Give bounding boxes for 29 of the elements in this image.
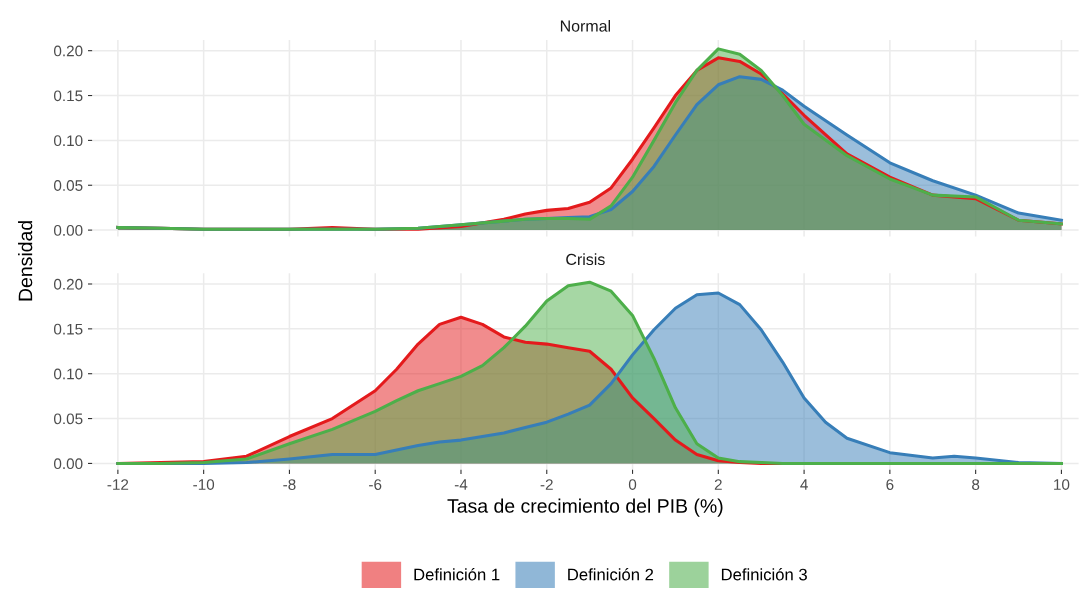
x-tick-label: -2 [540,479,553,490]
y-tick-label: 0.20 [53,278,83,290]
x-axis-title: Tasa de crecimiento del PIB (%) [447,498,723,517]
chart-title: Crisis [566,253,605,266]
x-tick-label: 8 [972,479,980,490]
y-tick-label: 0.15 [53,323,83,335]
x-tick-label: -12 [107,479,129,490]
x-tick-label: 4 [800,479,808,490]
y-tick-label: 0.00 [53,458,83,470]
x-tick-label: -10 [193,479,215,490]
x-tick-label: 10 [1054,479,1070,490]
legend-label: Definición 1 [414,568,500,581]
y-tick-label: 0.20 [53,45,83,57]
y-axis-title: Densidad [18,221,33,301]
y-tick-label: 0.05 [53,180,83,191]
x-tick-label: 0 [628,479,637,490]
x-tick-label: 6 [886,479,894,490]
x-tick-label: -6 [369,479,382,490]
y-tick-label: 0.10 [53,368,83,380]
legend-label: Definición 2 [568,568,654,581]
y-tick-label: 0.05 [53,413,83,425]
x-tick-label: -8 [283,479,296,490]
y-tick-label: 0.15 [53,90,83,102]
x-tick-label: 2 [714,479,722,490]
y-tick-label: 0.00 [53,224,83,236]
chart-title: Normal [560,20,611,32]
x-tick-label: -4 [454,479,468,490]
legend-label: Definición 3 [721,568,807,581]
y-tick-label: 0.10 [53,135,83,147]
